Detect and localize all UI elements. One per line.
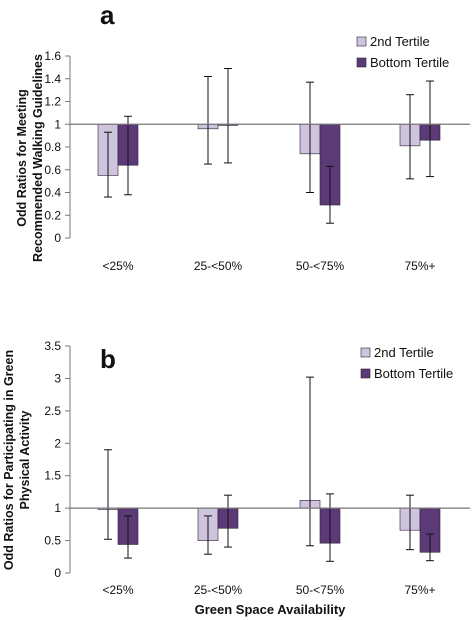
- y-tick-label: 0: [54, 566, 61, 580]
- y-tick-label: 0.5: [44, 534, 61, 548]
- legend-entry: Bottom Tertile: [374, 366, 453, 381]
- y-tick-label: 1.4: [44, 72, 61, 86]
- y-axis-label: Odd Ratios for Meeting: [15, 89, 29, 227]
- y-tick-label: 0.6: [44, 163, 61, 177]
- y-tick-label: 0: [54, 231, 61, 245]
- category-label: 50-<75%: [296, 583, 345, 597]
- panel-label-a: a: [100, 0, 115, 30]
- y-tick-label: 0.4: [44, 186, 61, 200]
- category-label: 25-<50%: [194, 583, 243, 597]
- legend-swatch-second-tertile: [360, 347, 371, 358]
- legend-entry: 2nd Tertile: [370, 34, 430, 49]
- panel-label-b: b: [100, 344, 116, 374]
- y-tick-label: 1.2: [44, 95, 61, 109]
- y-tick-label: 3.5: [44, 339, 61, 353]
- legend-swatch-bottom-tertile: [360, 368, 371, 379]
- y-tick-label: 2.5: [44, 404, 61, 418]
- y-tick-label: 1.6: [44, 49, 61, 63]
- legend-entry: 2nd Tertile: [374, 345, 434, 360]
- category-label: 25-<50%: [194, 259, 243, 273]
- y-tick-label: 1: [54, 117, 61, 131]
- category-label: <25%: [102, 583, 133, 597]
- legend-entry: Bottom Tertile: [370, 55, 449, 70]
- category-label: <25%: [102, 259, 133, 273]
- category-label: 75%+: [404, 259, 435, 273]
- y-axis-label: Recommended Walking Guidelines: [31, 54, 45, 262]
- x-axis-label: Green Space Availability: [195, 602, 347, 617]
- y-tick-label: 0.2: [44, 208, 61, 222]
- y-tick-label: 0.8: [44, 140, 61, 154]
- y-axis-label: Odd Ratios for Participating in Green: [2, 350, 16, 570]
- legend-swatch-bottom-tertile: [356, 57, 367, 68]
- legend-swatch-second-tertile: [356, 36, 367, 47]
- y-tick-label: 3: [54, 371, 61, 385]
- y-tick-label: 1: [54, 501, 61, 515]
- category-label: 75%+: [404, 583, 435, 597]
- y-tick-label: 1.5: [44, 469, 61, 483]
- category-label: 50-<75%: [296, 259, 345, 273]
- y-tick-label: 2: [54, 436, 61, 450]
- y-axis-label: Physical Activity: [18, 411, 32, 510]
